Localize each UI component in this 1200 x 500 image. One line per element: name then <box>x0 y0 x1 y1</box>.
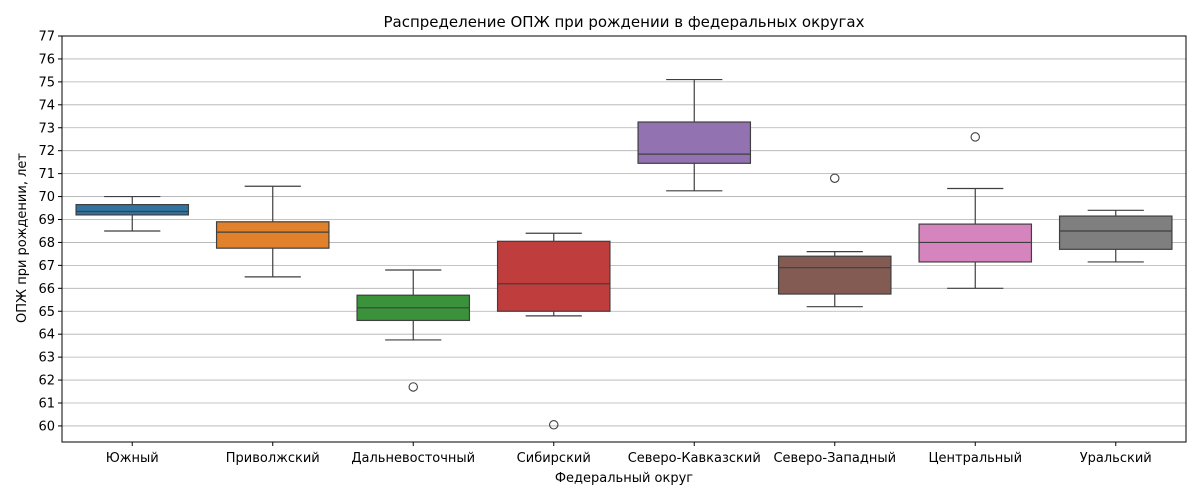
y-axis: 60 61 62 63 64 65 66 67 68 69 70 71 72 73 74 75 76 77 <box>38 30 62 434</box>
box-group <box>777 173 892 308</box>
outlier-point <box>408 382 418 392</box>
boxes-layer <box>75 78 1173 430</box>
box-iqr <box>75 203 190 216</box>
box-iqr <box>637 121 752 164</box>
y-tick-label: 61 <box>38 397 55 412</box>
x-tick-label: Северо-Западный <box>773 451 896 466</box>
box-group <box>215 185 330 278</box>
box-group <box>75 195 190 232</box>
box-group <box>1058 209 1173 263</box>
box-iqr <box>496 240 611 312</box>
y-tick-label: 67 <box>38 259 55 274</box>
x-axis: Южный Приволжский Дальневосточный Сибирский… <box>106 442 1152 466</box>
y-tick-label: 66 <box>38 282 55 297</box>
y-tick-label: 72 <box>38 144 55 159</box>
box-group <box>918 132 1033 289</box>
box-group <box>356 269 471 392</box>
x-tick-label: Южный <box>106 451 159 466</box>
y-tick-label: 63 <box>38 351 55 366</box>
outlier-point <box>829 173 840 183</box>
x-tick-label: Приволжский <box>226 451 320 466</box>
y-tick-label: 68 <box>38 236 55 251</box>
y-tick-label: 65 <box>38 305 55 320</box>
y-tick-label: 71 <box>38 167 55 182</box>
x-tick-label: Уральский <box>1080 451 1152 466</box>
x-axis-label: Федеральный округ <box>555 471 693 486</box>
y-tick-label: 70 <box>38 190 55 205</box>
y-tick-label: 74 <box>38 98 55 113</box>
box-iqr <box>777 255 892 295</box>
y-axis-label: ОПЖ при рождении, лет <box>15 153 30 323</box>
y-tick-label: 60 <box>38 419 55 434</box>
box-iqr <box>215 221 330 249</box>
y-tick-label: 64 <box>38 328 55 343</box>
chart-title: Распределение ОПЖ при рождении в федерал… <box>383 13 864 31</box>
y-tick-label: 76 <box>38 52 55 67</box>
outlier-point <box>970 132 980 142</box>
y-tick-label: 62 <box>38 374 55 389</box>
y-tick-label: 73 <box>38 121 55 136</box>
y-tick-label: 77 <box>38 30 55 45</box>
x-tick-label: Северо-Кавказский <box>628 451 761 466</box>
x-tick-label: Центральный <box>928 451 1022 466</box>
y-tick-label: 69 <box>38 213 55 228</box>
x-tick-label: Дальневосточный <box>351 451 475 466</box>
y-tick-label: 75 <box>38 75 55 90</box>
box-group <box>496 232 611 430</box>
outlier-point <box>548 420 559 430</box>
plot-frame <box>61 35 1187 443</box>
x-tick-label: Сибирский <box>517 451 591 466</box>
box-iqr <box>1058 215 1173 250</box>
box-group <box>637 78 752 192</box>
